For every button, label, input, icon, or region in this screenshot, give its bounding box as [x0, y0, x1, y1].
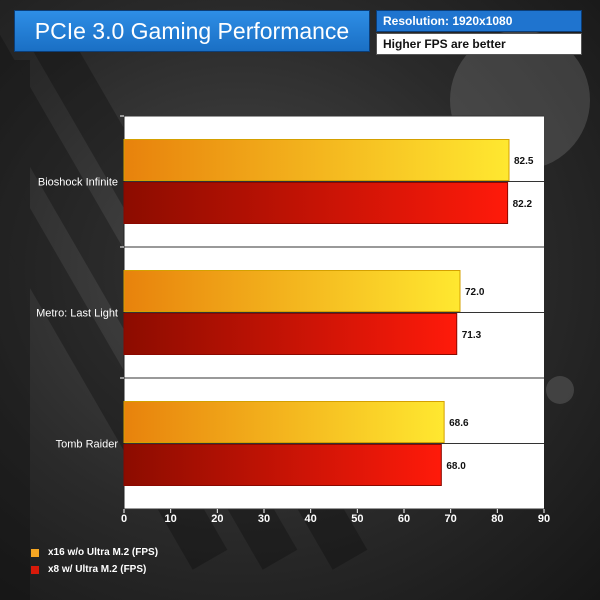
- x-tick-label-9: 90: [538, 513, 550, 525]
- bar-value-labels: 82.5 82.2 72.0 71.3 68.6 68.0: [446, 156, 534, 472]
- legend-item-series-1: x16 w/o Ultra M.2 (FPS): [30, 544, 158, 561]
- category-labels: Bioshock Infinite Metro: Last Light Tomb R…: [36, 115, 124, 451]
- legend-label-series-2: x8 w/ Ultra M.2 (FPS): [48, 564, 147, 575]
- bar-value-label-2-3: 68.0: [446, 461, 466, 472]
- x-tick-label-6: 60: [398, 513, 410, 525]
- higher-better-note: Higher FPS are better: [376, 33, 582, 55]
- legend-swatch-series-1: [30, 547, 40, 558]
- bar-value-label-2-2: 71.3: [462, 330, 482, 341]
- bar-value-label-1-3: 68.6: [449, 418, 469, 429]
- bar-1-1: [123, 139, 510, 181]
- x-tick-label-3: 30: [258, 513, 270, 525]
- x-tick-label-0: 0: [121, 513, 127, 525]
- bar-value-label-1-1: 82.5: [514, 156, 534, 167]
- x-tick-label-1: 10: [165, 513, 177, 525]
- chart-title: PCIe 3.0 Gaming Performance: [14, 10, 370, 52]
- category-label-2: Metro: Last Light: [36, 308, 118, 320]
- legend-item-series-2: x8 w/ Ultra M.2 (FPS): [30, 561, 158, 578]
- legend: x16 w/o Ultra M.2 (FPS) x8 w/ Ultra M.2 …: [30, 544, 158, 578]
- bar-2-3: [123, 444, 442, 486]
- category-label-1: Bioshock Infinite: [38, 177, 118, 189]
- category-label-3: Tomb Raider: [56, 439, 119, 451]
- x-tick-label-2: 20: [211, 513, 223, 525]
- legend-swatch-series-2: [30, 564, 40, 575]
- bar-value-label-2-1: 82.2: [513, 199, 533, 210]
- x-tick-label-8: 80: [491, 513, 503, 525]
- bar-1-3: [123, 401, 445, 443]
- legend-label-series-1: x16 w/o Ultra M.2 (FPS): [48, 547, 159, 558]
- grid-lines: [123, 115, 544, 510]
- x-tick-label-7: 70: [445, 513, 457, 525]
- bars-group: [123, 139, 510, 486]
- resolution-label: Resolution: 1920x1080: [376, 10, 582, 32]
- bar-2-1: [123, 182, 509, 224]
- bar-value-label-1-2: 72.0: [465, 287, 485, 298]
- x-tick-label-5: 50: [351, 513, 363, 525]
- bar-1-2: [123, 270, 461, 312]
- x-tick-label-4: 40: [305, 513, 317, 525]
- bar-2-2: [123, 313, 458, 355]
- x-axis-ticks: 0 10 20 30 40 50 60 70 80 90: [121, 509, 550, 525]
